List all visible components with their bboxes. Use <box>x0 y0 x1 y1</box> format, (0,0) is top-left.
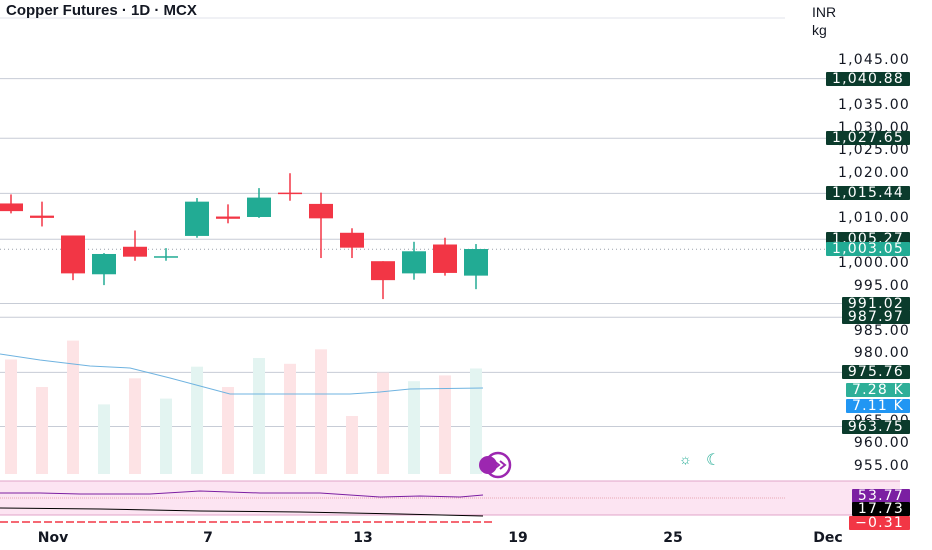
price-badge: −0.31 <box>849 516 910 530</box>
candle-body <box>278 192 302 195</box>
price-tick-label: 995.00 <box>853 277 910 294</box>
volume-bar <box>408 381 420 474</box>
time-tick-label: Nov <box>37 530 69 546</box>
price-badge: 975.76 <box>841 365 910 380</box>
volume-bar <box>315 349 327 474</box>
price-tick-label: 955.00 <box>853 458 910 474</box>
candle-body <box>154 256 178 258</box>
time-tick-label: 7 <box>203 530 213 546</box>
chart-title: Copper Futures · 1D · MCX <box>6 2 197 19</box>
price-tick-label: 1,035.00 <box>838 97 910 114</box>
price-badge: 7.28 K <box>845 382 910 397</box>
replay-icon-inner <box>479 456 497 474</box>
price-badge: 1,027.65 <box>826 131 910 146</box>
candle-body <box>61 235 85 274</box>
price-tick-label: 1,010.00 <box>838 209 910 226</box>
price-badge: 1,015.44 <box>826 186 910 201</box>
candle-body <box>185 201 209 236</box>
price-badge: 987.97 <box>841 310 910 325</box>
volume-bar <box>377 372 389 474</box>
price-tick-label: 1,020.00 <box>838 164 910 181</box>
volume-bar <box>439 375 451 474</box>
price-tick-label: 1,045.00 <box>838 52 910 68</box>
price-tick-label: 1,000.00 <box>838 255 910 271</box>
price-badge: 53.77 <box>851 489 910 503</box>
candle-body <box>216 216 240 219</box>
price-badge: 991.02 <box>841 296 910 311</box>
price-badge: 1,040.88 <box>826 71 910 86</box>
sun-icon[interactable]: ☼ <box>679 451 692 467</box>
volume-bar <box>129 378 141 474</box>
price-tick-label: 960.00 <box>853 435 910 452</box>
volume-bar <box>253 358 265 474</box>
currency-label[interactable]: INR <box>812 4 837 20</box>
volume-bar <box>284 363 296 474</box>
candle-body <box>340 232 364 248</box>
volume-bar <box>36 387 48 474</box>
volume-bar <box>470 368 482 474</box>
time-tick-label: 13 <box>353 530 373 546</box>
price-tick-label: 980.00 <box>853 345 910 362</box>
price-tick-label: 1,025.00 <box>838 142 910 159</box>
candle-body <box>464 249 488 276</box>
price-tick-label: 985.00 <box>853 322 910 339</box>
replay-icon-arrows <box>493 460 507 470</box>
time-tick-label: Dec <box>813 530 843 546</box>
volume-bar <box>98 404 110 474</box>
candle-body <box>92 253 116 275</box>
price-badge: 7.11 K <box>845 398 910 413</box>
price-badge: 963.75 <box>841 419 910 434</box>
candle-body <box>371 261 395 281</box>
candle-body <box>30 215 54 218</box>
unit-label[interactable]: kg <box>812 22 827 38</box>
candle-body <box>402 251 426 274</box>
time-tick-label: 25 <box>663 530 683 546</box>
volume-bar <box>160 398 172 474</box>
volume-bar <box>222 387 234 474</box>
time-tick-label: 19 <box>508 530 528 546</box>
price-badge: 1,003.05 <box>826 242 910 257</box>
candle-body <box>433 244 457 273</box>
price-badge: 17.73 <box>851 502 910 516</box>
rsi-line <box>0 490 484 498</box>
candle-body <box>0 203 23 212</box>
moon-icon[interactable]: ☾ <box>706 452 721 469</box>
volume-bar <box>5 359 17 474</box>
volume-ma-line <box>0 353 484 395</box>
candle-body <box>247 197 271 217</box>
volume-bar <box>67 340 79 474</box>
candle-body <box>309 203 333 219</box>
candle-body <box>123 246 147 257</box>
volume-bar <box>346 416 358 474</box>
volume-bar <box>191 366 203 474</box>
adx-line <box>0 507 484 517</box>
